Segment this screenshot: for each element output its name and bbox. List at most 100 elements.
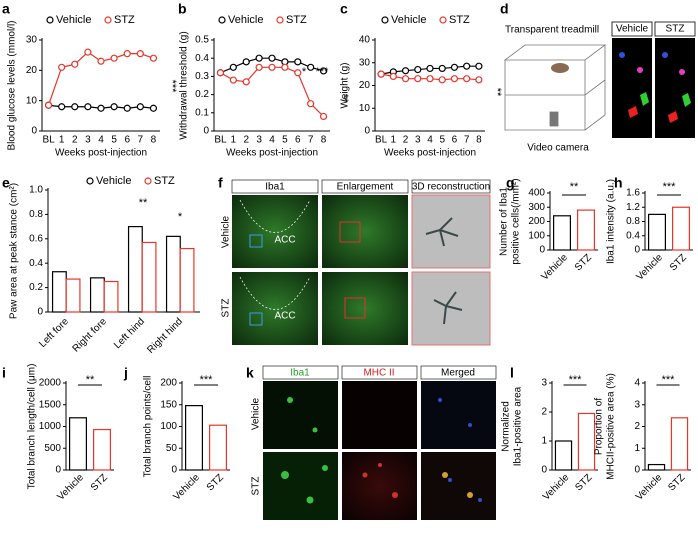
panel-letter: f — [218, 175, 223, 191]
x-tick-label: 7 — [308, 135, 314, 146]
y-tick-label: 500 — [44, 443, 61, 454]
panel-letter: a — [2, 1, 10, 17]
point — [123, 50, 131, 58]
point — [71, 60, 79, 68]
point — [268, 63, 276, 71]
annotation: *** — [200, 374, 214, 386]
point — [294, 58, 302, 66]
bar — [576, 209, 595, 251]
x-axis-label: Weeks post-injection — [384, 148, 476, 159]
point — [58, 63, 66, 71]
y-axis-label: Iba1-positive area — [513, 386, 524, 466]
panel-letter: l — [510, 365, 514, 381]
point — [149, 54, 158, 62]
y-tick-label: 0 — [55, 465, 61, 476]
header — [411, 179, 491, 194]
panel-k: k Iba1 MHC II Merged Vehicle STZ — [246, 365, 497, 520]
mouse — [551, 63, 569, 73]
y-tick-label: 400 — [528, 188, 545, 199]
y-tick-label: 0.4 — [29, 258, 43, 269]
bar — [670, 417, 689, 471]
point — [401, 67, 410, 75]
legend-marker — [381, 16, 389, 24]
annotation: ** — [139, 197, 148, 209]
point — [426, 64, 434, 73]
x-tick-label: 2 — [72, 135, 78, 146]
y-tick-label: 1000 — [39, 421, 62, 432]
x-tick-label: Vehicle — [634, 472, 665, 503]
y-tick-label: 0.2 — [195, 89, 209, 100]
x-tick-label: Vehicle — [539, 252, 570, 283]
column-label: Iba1 — [290, 368, 310, 379]
y-tick-label: 1.2 — [626, 202, 640, 213]
image — [342, 381, 417, 449]
panel-letter: d — [500, 1, 509, 17]
header — [341, 365, 418, 380]
panel-letter: k — [246, 365, 254, 381]
x-tick-label: 4 — [427, 135, 433, 146]
point — [110, 103, 118, 111]
panel-d: d Transparent treadmill Video camera Veh… — [500, 1, 696, 154]
y-tick-label: 0.8 — [626, 216, 640, 227]
x-tick-label: 8 — [476, 135, 482, 146]
point — [242, 78, 250, 86]
image — [263, 452, 338, 520]
legend-marker — [144, 177, 152, 185]
y-tick-label: 4 — [634, 378, 640, 389]
y-tick-label: 300 — [528, 202, 545, 213]
y-tick-label: 150 — [160, 399, 177, 410]
y-tick-label: 1500 — [39, 399, 62, 410]
point — [426, 75, 434, 83]
y-tick-label: 2000 — [39, 378, 62, 389]
header — [420, 365, 497, 380]
row-label: STZ — [251, 477, 262, 496]
point — [229, 76, 237, 84]
x-tick-label: 4 — [269, 135, 275, 146]
paw — [628, 106, 638, 118]
roi — [344, 297, 366, 319]
y-tick-label: 0 — [634, 465, 640, 476]
row-label: Vehicle — [221, 215, 232, 248]
column-label: Merged — [441, 368, 475, 379]
panel-letter: j — [123, 365, 128, 381]
point — [389, 72, 397, 81]
x-tick-label: Right fore — [71, 316, 110, 355]
y-tick-label: 0 — [541, 465, 547, 476]
bar — [141, 241, 157, 313]
y-tick-label: 2 — [541, 407, 547, 418]
y-tick-label: 0.3 — [195, 71, 209, 82]
panel-letter: b — [178, 1, 187, 17]
row-label: Vehicle — [251, 397, 262, 430]
bar — [89, 277, 105, 313]
y-tick-label: 3 — [541, 378, 547, 389]
bar — [65, 278, 81, 313]
legend-label: Vehicle — [96, 175, 131, 187]
bar — [68, 417, 87, 471]
image — [411, 271, 491, 346]
x-tick-label: BL — [375, 135, 388, 146]
y-axis-label: Total branch points/cell — [143, 376, 154, 478]
panel-letter: i — [2, 365, 6, 381]
legend-marker — [276, 16, 284, 24]
y-tick-label: 20 — [26, 65, 38, 76]
annotation: *** — [166, 80, 178, 94]
y-tick-label: 10 — [359, 103, 371, 114]
point — [281, 63, 289, 71]
point — [97, 57, 105, 65]
x-tick-label: 6 — [124, 135, 130, 146]
roi — [249, 234, 263, 248]
point — [438, 76, 446, 84]
y-tick-label: 0 — [171, 465, 177, 476]
x-tick-label: 2 — [403, 135, 409, 146]
x-tick-label: STZ — [666, 472, 687, 493]
point — [149, 104, 158, 112]
x-tick-label: Vehicle — [541, 472, 572, 503]
point — [294, 69, 302, 77]
point — [377, 70, 385, 78]
bar — [671, 206, 690, 251]
roi — [339, 221, 361, 243]
legend-label: STZ — [449, 14, 470, 26]
x-tick-label: 8 — [151, 135, 157, 146]
annotation: *** — [316, 66, 330, 78]
treadmill-sketch — [503, 44, 607, 131]
